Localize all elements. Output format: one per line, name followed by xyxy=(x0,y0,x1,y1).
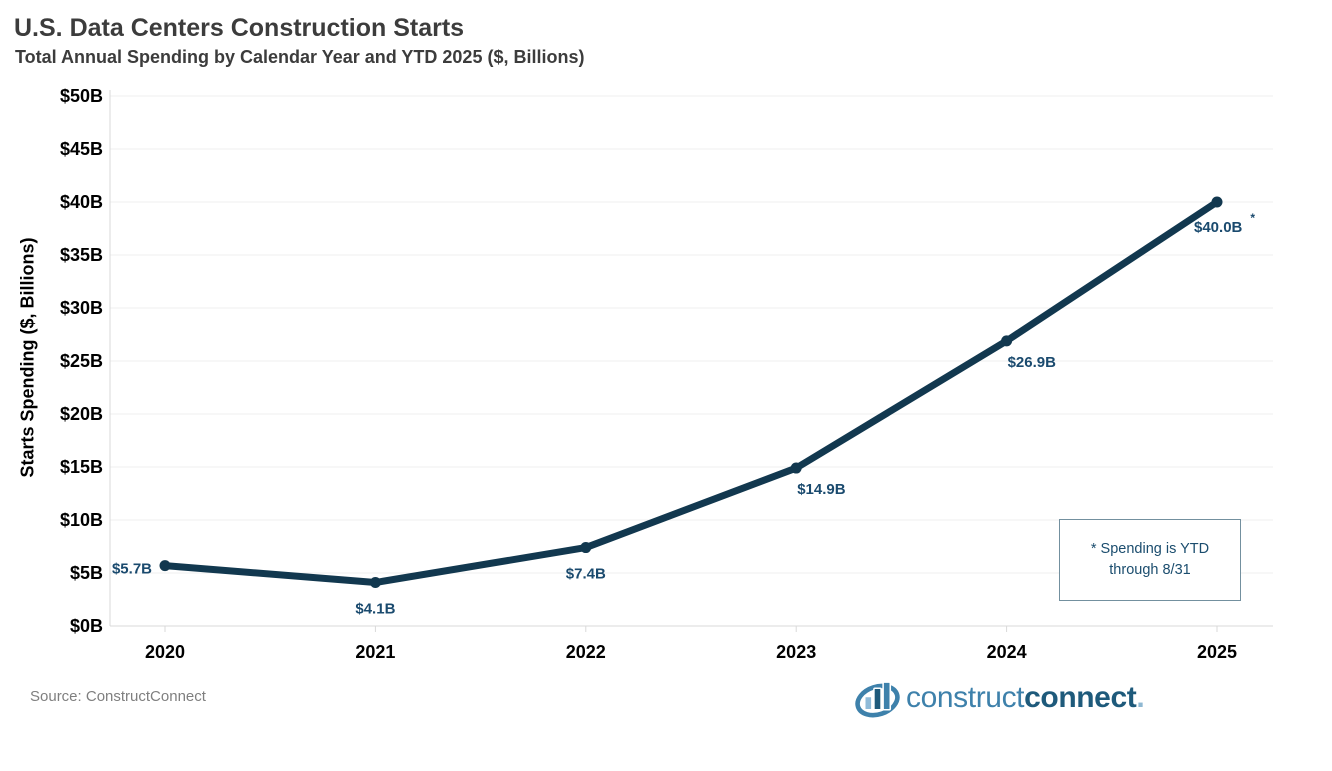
x-tick-label: 2025 xyxy=(1197,642,1237,662)
y-tick-label: $0B xyxy=(70,616,103,636)
constructconnect-logo: constructconnect. xyxy=(854,673,1145,723)
y-tick-label: $30B xyxy=(60,298,103,318)
footnote-line1: * Spending is YTD xyxy=(1090,541,1210,558)
y-tick-label: $50B xyxy=(60,86,103,106)
chart-subtitle: Total Annual Spending by Calendar Year a… xyxy=(15,47,585,67)
constructconnect-logo-icon xyxy=(855,680,900,717)
data-point-label: $5.7B xyxy=(112,561,152,578)
data-point-label: $7.4B xyxy=(566,566,606,583)
logo-text: constructconnect. xyxy=(906,681,1145,715)
data-point-label: $26.9B xyxy=(1008,354,1057,371)
logo-word-construct: construct xyxy=(906,681,1025,714)
data-point-label: $14.9B xyxy=(797,481,846,498)
y-tick-label: $35B xyxy=(60,245,103,265)
source-text: Source: ConstructConnect xyxy=(30,688,206,705)
logo-period: . xyxy=(1136,681,1145,714)
y-tick-label: $45B xyxy=(60,139,103,159)
x-tick-label: 2024 xyxy=(987,642,1027,662)
y-tick-label: $10B xyxy=(60,510,103,530)
data-point xyxy=(1001,335,1013,347)
footnote-box: * Spending is YTD through 8/31 xyxy=(1059,519,1241,601)
data-point xyxy=(1211,196,1223,208)
y-tick-label: $15B xyxy=(60,457,103,477)
data-point xyxy=(790,462,802,474)
data-point xyxy=(159,560,171,572)
logo-word-connect: connect xyxy=(1024,681,1137,714)
chart-title: U.S. Data Centers Construction Starts xyxy=(14,14,465,42)
x-tick-label: 2023 xyxy=(776,642,816,662)
trend-line xyxy=(161,198,1221,587)
ytd-asterisk: * xyxy=(1250,211,1255,225)
x-tick-label: 2021 xyxy=(355,642,395,662)
footnote-line2: through 8/31 xyxy=(1109,562,1191,578)
y-tick-label: $40B xyxy=(60,192,103,212)
data-point-label: $4.1B xyxy=(355,601,395,618)
x-tick-label: 2020 xyxy=(145,642,185,662)
y-tick-label: $25B xyxy=(60,351,103,371)
data-point xyxy=(369,577,381,589)
data-point xyxy=(580,542,592,554)
x-tick-label: 2022 xyxy=(566,642,606,662)
y-tick-label: $20B xyxy=(60,404,103,424)
y-tick-label: $5B xyxy=(70,563,103,583)
